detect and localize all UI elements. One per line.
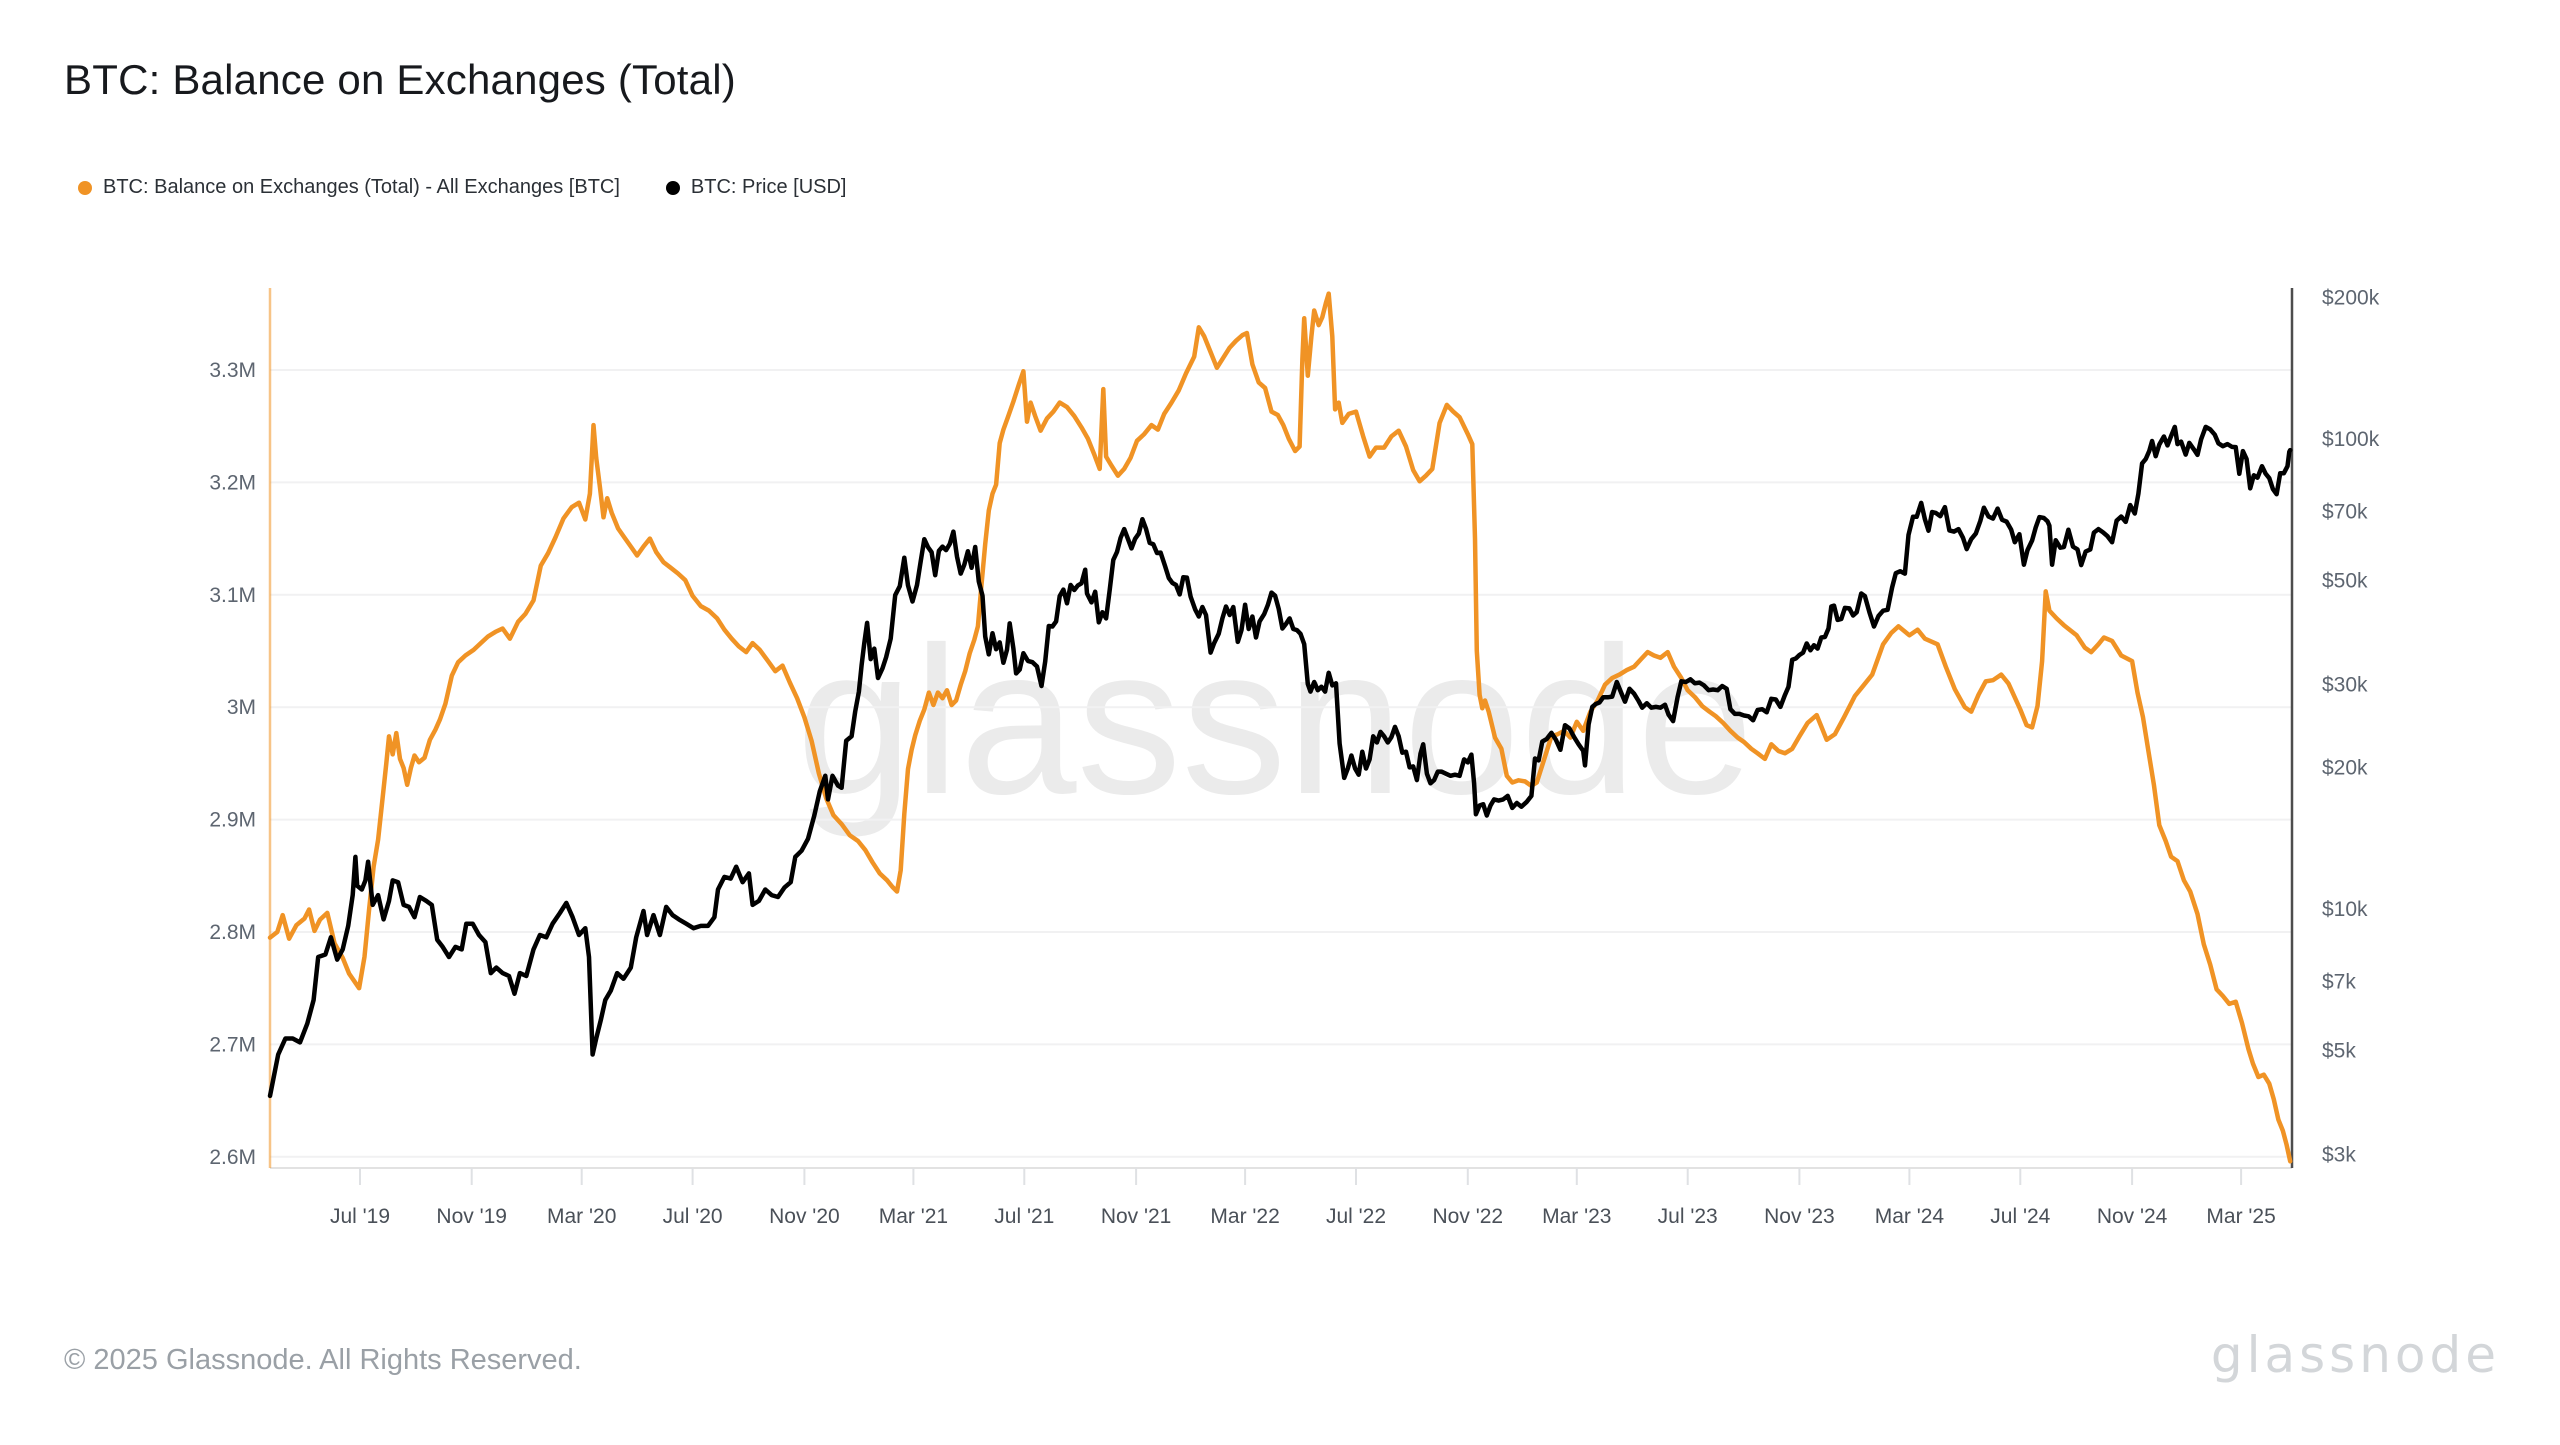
right-axis-label: $7k [2322, 971, 2356, 994]
price-series-line[interactable] [267, 424, 2293, 1099]
x-axis-label: Mar '20 [547, 1205, 616, 1228]
left-axis-label: 3.2M [209, 471, 256, 494]
x-axis-label: Nov '22 [1433, 1205, 1504, 1228]
balance-series-dot-icon [78, 180, 92, 195]
footer-copyright: © 2025 Glassnode. All Rights Reserved. [64, 1344, 582, 1376]
chart-legend: BTC: Balance on Exchanges (Total) - All … [78, 176, 846, 199]
x-axis-label: Nov '21 [1101, 1205, 1172, 1228]
right-axis-label: $5k [2322, 1039, 2356, 1062]
x-axis-label: Nov '24 [2097, 1205, 2168, 1228]
x-axis-label: Mar '23 [1542, 1205, 1611, 1228]
x-axis-label: Jul '22 [1326, 1205, 1386, 1228]
right-axis-label: $200k [2322, 287, 2380, 310]
right-axis-label: $20k [2322, 756, 2368, 779]
left-axis-label: 3.3M [209, 359, 256, 382]
x-axis-label: Jul '20 [663, 1205, 723, 1228]
legend-item-price[interactable]: BTC: Price [USD] [665, 176, 847, 199]
right-axis-label: $10k [2322, 898, 2368, 921]
glassnode-watermark: glassnode [796, 603, 1753, 838]
right-axis-label: $30k [2322, 674, 2368, 697]
right-axis-label: $100k [2322, 428, 2380, 451]
right-axis-label: $70k [2322, 501, 2368, 524]
x-axis-label: Mar '21 [879, 1205, 948, 1228]
x-axis-label: Nov '19 [436, 1205, 507, 1228]
legend-item-price-label: BTC: Price [USD] [690, 176, 847, 198]
x-axis-label: Mar '22 [1210, 1205, 1279, 1228]
x-axis-label: Jul '24 [1990, 1205, 2050, 1228]
x-axis-label: Jul '21 [994, 1205, 1054, 1228]
left-axis-label: 2.9M [209, 809, 256, 832]
legend-item-balance-label: BTC: Balance on Exchanges (Total) - All … [103, 176, 620, 198]
right-axis-label: $3k [2322, 1144, 2356, 1167]
page-title: BTC: Balance on Exchanges (Total) [64, 56, 736, 103]
x-axis-label: Nov '20 [769, 1205, 840, 1228]
x-axis-label: Mar '24 [1875, 1205, 1945, 1228]
balance-series-line[interactable] [267, 291, 2293, 1164]
x-axis-label: Nov '23 [1764, 1205, 1835, 1228]
x-axis-label: Jul '19 [330, 1205, 390, 1228]
right-axis-label: $50k [2322, 569, 2368, 592]
glassnode-logo: glassnode [2210, 1326, 2500, 1384]
left-axis-label: 3.1M [209, 584, 256, 607]
price-series-dot-icon [665, 180, 680, 195]
x-axis-label: Jul '23 [1658, 1205, 1718, 1228]
left-axis-label: 2.6M [209, 1146, 256, 1169]
left-axis-label: 2.8M [209, 921, 256, 944]
x-axis-label: Mar '25 [2206, 1205, 2275, 1228]
legend-item-balance[interactable]: BTC: Balance on Exchanges (Total) - All … [78, 176, 620, 199]
left-axis-label: 2.7M [209, 1033, 256, 1056]
left-axis-label: 3M [227, 696, 256, 719]
